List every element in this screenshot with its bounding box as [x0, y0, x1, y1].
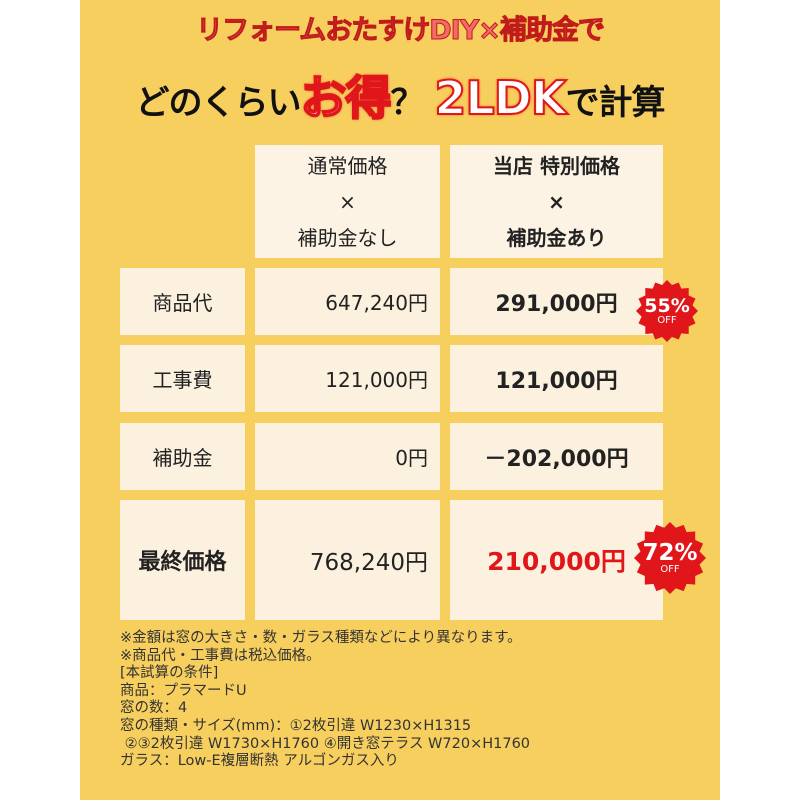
- note: ガラス：Low-E複層断熱 アルゴンガス入り: [120, 753, 399, 770]
- header-text: ×: [548, 189, 565, 214]
- header-text: 当店 特別価格: [493, 153, 620, 178]
- badge-percent: 55%: [644, 294, 690, 317]
- footnotes: ※金額は窓の大きさ・数・ガラス種類などにより異なります。 ※商品代・工事費は税込価…: [120, 630, 530, 771]
- row-label: 工事費: [120, 345, 245, 412]
- note: ②③2枚引違 W1730×H1760 ④開き窓テラス W720×H1760: [120, 735, 531, 752]
- discount-badge: 55% OFF: [636, 280, 698, 342]
- special-price: 210,000円: [450, 500, 663, 620]
- headline-line2: どのくらいお得？ 2LDKで計算: [0, 62, 800, 128]
- note: ※商品代・工事費は税込価格。: [120, 647, 321, 664]
- normal-price: 768,240円: [255, 500, 440, 620]
- note: 商品：プラマードU: [120, 682, 247, 699]
- header-text: 通常価格: [307, 153, 388, 178]
- header-special: 当店 特別価格 × 補助金あり: [450, 145, 663, 258]
- header-text: 補助金あり: [506, 225, 607, 250]
- note: [本試算の条件]: [120, 665, 219, 682]
- headline-text: ？: [390, 83, 425, 123]
- row-label: 補助金: [120, 423, 245, 490]
- discount-badge: 72% OFF: [634, 522, 706, 594]
- badge-percent: 72%: [642, 539, 698, 566]
- row-label: 商品代: [120, 268, 245, 335]
- normal-price: 647,240円: [255, 268, 440, 335]
- row-label: 最終価格: [120, 500, 245, 620]
- header-normal: 通常価格 × 補助金なし: [255, 145, 440, 258]
- badge-off: OFF: [660, 563, 680, 575]
- special-price: 291,000円: [450, 268, 663, 335]
- note: ※金額は窓の大きさ・数・ガラス種類などにより異なります。: [120, 630, 522, 646]
- note: 窓の数：4: [120, 700, 188, 717]
- header-text: ×: [339, 189, 356, 214]
- special-price: －202,000円: [450, 423, 663, 490]
- headline-line1: リフォームおたすけDIY×補助金で: [196, 15, 606, 47]
- special-price: 121,000円: [450, 345, 663, 412]
- headline-emphasis: お得: [300, 70, 393, 126]
- normal-price: 0円: [255, 423, 440, 490]
- normal-price: 121,000円: [255, 345, 440, 412]
- headline-text: で計算: [565, 83, 666, 123]
- note: 窓の種類・サイズ(mm)：①2枚引違 W1230×H1315: [120, 717, 472, 734]
- badge-off: OFF: [657, 314, 677, 326]
- headline-emphasis: 2LDK: [433, 70, 567, 126]
- headline-text: どのくらい: [135, 83, 302, 123]
- header-text: 補助金なし: [297, 225, 398, 250]
